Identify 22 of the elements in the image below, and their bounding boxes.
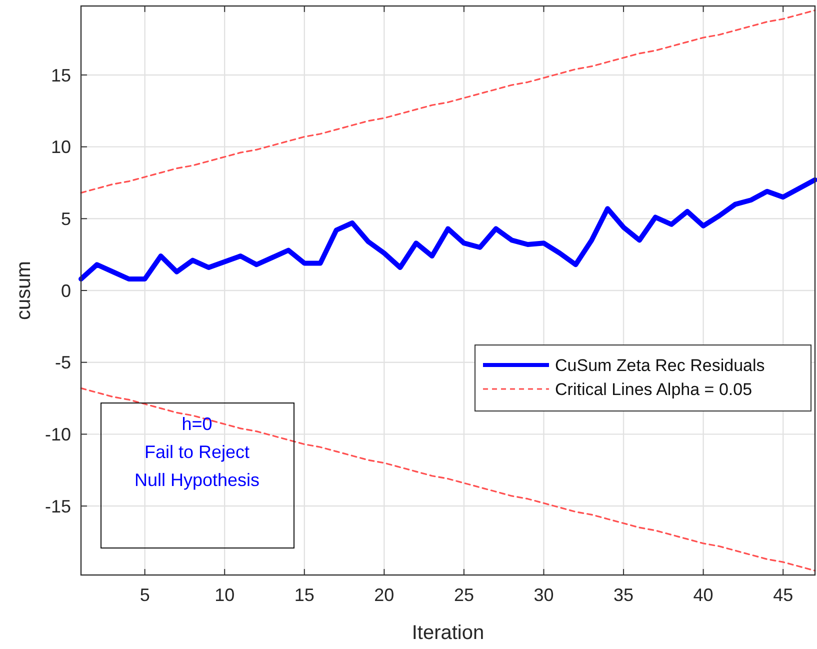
- line-series: [80, 10, 816, 194]
- y-tick-label: -5: [54, 352, 71, 373]
- x-tick-label: 15: [294, 585, 314, 605]
- x-tick-label: 5: [140, 585, 150, 605]
- x-tick-label: 25: [454, 585, 474, 605]
- y-tick-label: 5: [60, 208, 71, 229]
- legend-label: Critical Lines Alpha = 0.05: [555, 380, 752, 399]
- y-tick-label: -15: [44, 496, 71, 516]
- x-tick-label: 30: [534, 585, 554, 605]
- x-tick-label: 20: [374, 585, 394, 605]
- legend-label: CuSum Zeta Rec Residuals: [555, 356, 765, 375]
- x-tick-label: 40: [693, 585, 714, 605]
- y-tick-label: 10: [50, 137, 71, 158]
- y-axis-title: cusum: [13, 261, 35, 320]
- x-axis-title: Iteration: [412, 622, 484, 644]
- annotation: h=0 Fail to Reject Null Hypothesis: [134, 414, 260, 490]
- y-tick-label: 0: [60, 280, 71, 301]
- x-tick-label: 45: [773, 585, 794, 605]
- y-tick-label: -10: [44, 424, 71, 444]
- x-tick-label: 10: [214, 585, 235, 605]
- x-tick-label: 35: [614, 585, 634, 605]
- y-tick-label: 15: [50, 65, 71, 86]
